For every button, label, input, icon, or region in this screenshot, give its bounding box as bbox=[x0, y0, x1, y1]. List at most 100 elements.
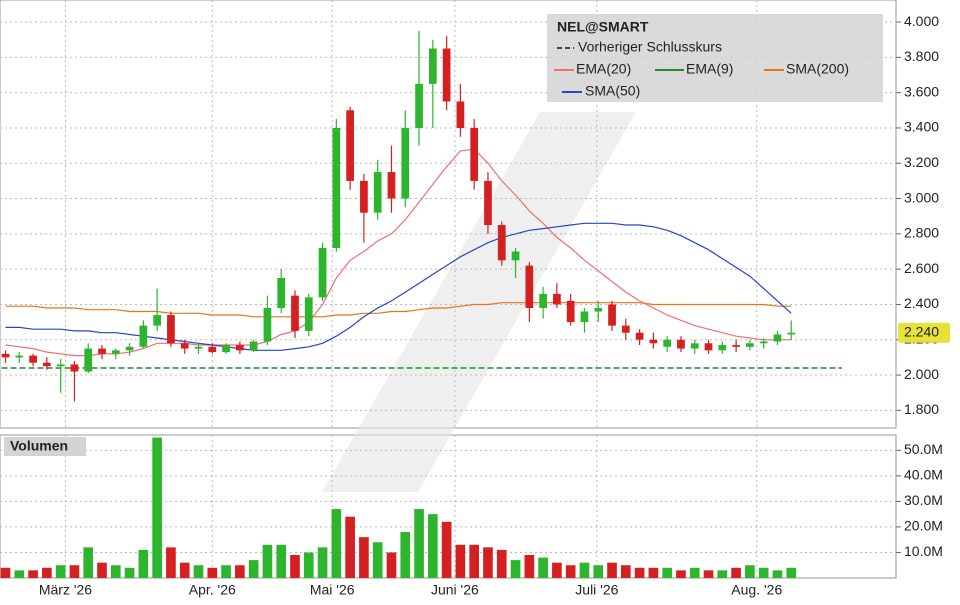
candle-body bbox=[235, 345, 244, 351]
candle-body bbox=[746, 343, 754, 347]
volume-bar bbox=[14, 570, 25, 578]
candle-body bbox=[497, 225, 506, 261]
volume-bar bbox=[552, 562, 562, 578]
candle-body bbox=[484, 180, 492, 226]
candle-body bbox=[304, 297, 313, 331]
volume-bar bbox=[469, 544, 480, 578]
volume-bar bbox=[428, 514, 438, 578]
volume-bar bbox=[317, 547, 328, 578]
volume-bar bbox=[620, 565, 631, 578]
volume-bar bbox=[69, 565, 80, 578]
volume-bar bbox=[703, 570, 714, 578]
candle-body bbox=[84, 348, 93, 372]
candle-body bbox=[456, 101, 465, 128]
candle-body bbox=[208, 346, 217, 353]
y-tick-label: 50.0M bbox=[904, 441, 943, 457]
volume-bar bbox=[83, 547, 94, 578]
candle-body bbox=[125, 346, 134, 351]
y-tick-label: 4.000 bbox=[904, 13, 939, 29]
volume-bar bbox=[538, 557, 548, 578]
candle-body bbox=[401, 127, 410, 199]
volume-bar bbox=[110, 565, 121, 578]
watermark bbox=[322, 112, 636, 492]
legend-label: Vorheriger Schlusskurs bbox=[578, 39, 722, 55]
volume-bar bbox=[276, 544, 287, 578]
candle-body bbox=[346, 110, 354, 181]
volume-bar bbox=[676, 570, 686, 578]
volume-bar bbox=[193, 565, 204, 578]
volume-bar bbox=[345, 516, 355, 578]
y-tick-label: 2.600 bbox=[904, 260, 939, 276]
volume-bar bbox=[579, 562, 590, 578]
candle-body bbox=[98, 348, 106, 354]
candle-body bbox=[511, 251, 520, 261]
volume-bar bbox=[400, 532, 411, 578]
candle-body bbox=[773, 334, 782, 342]
volume-bar bbox=[745, 565, 755, 578]
volume-bar bbox=[235, 565, 245, 578]
candle-body bbox=[690, 343, 699, 349]
volume-bar bbox=[731, 567, 741, 578]
candle-body bbox=[663, 339, 672, 347]
volume-bar bbox=[441, 521, 452, 578]
candle-body bbox=[525, 265, 534, 308]
volume-title: Volumen bbox=[10, 438, 68, 454]
last-price-box bbox=[898, 322, 950, 343]
candle-body bbox=[29, 355, 37, 363]
candle-body bbox=[15, 355, 24, 358]
volume-bar bbox=[524, 555, 535, 578]
legend-label: EMA(9) bbox=[686, 61, 733, 77]
volume-bar bbox=[510, 560, 521, 578]
volume-bar bbox=[414, 509, 424, 578]
volume-bar bbox=[166, 547, 176, 578]
volume-title-box bbox=[4, 437, 86, 456]
x-tick-label: Mai '26 bbox=[310, 582, 355, 598]
legend-label: SMA(200) bbox=[786, 61, 849, 77]
volume-bar bbox=[42, 567, 52, 578]
legend-label: EMA(20) bbox=[576, 61, 631, 77]
candle-body bbox=[387, 172, 396, 199]
volume-bar bbox=[607, 562, 617, 578]
candle-body bbox=[428, 48, 437, 84]
candle-body bbox=[43, 362, 51, 367]
volume-bar bbox=[179, 562, 190, 578]
x-tick-label: Juni '26 bbox=[431, 582, 479, 598]
volume-bar bbox=[138, 549, 149, 578]
candle-body bbox=[332, 127, 341, 248]
volume-bar bbox=[386, 552, 397, 578]
volume-bar bbox=[372, 542, 383, 578]
candle-body bbox=[649, 339, 658, 344]
candle-body bbox=[621, 325, 630, 333]
candle-body bbox=[194, 346, 203, 349]
volume-bar bbox=[221, 565, 231, 578]
candle-body bbox=[153, 315, 162, 326]
y-tick-label: 40.0M bbox=[904, 467, 943, 483]
volume-bar bbox=[634, 567, 645, 578]
candle-body bbox=[580, 311, 589, 323]
candle-body bbox=[360, 180, 368, 213]
candle-body bbox=[1, 353, 10, 358]
candle-body bbox=[291, 295, 299, 331]
candle-body bbox=[373, 172, 382, 213]
volume-bar bbox=[565, 565, 576, 578]
volume-bar bbox=[662, 567, 672, 578]
volume-bar bbox=[124, 567, 135, 578]
candle-body bbox=[277, 277, 286, 308]
candle-body bbox=[263, 307, 272, 342]
candle-body bbox=[539, 293, 547, 308]
legend-box bbox=[547, 14, 883, 102]
candle-body bbox=[222, 345, 230, 353]
x-tick-label: März '26 bbox=[39, 582, 92, 598]
volume-bar bbox=[55, 565, 66, 578]
indicator-line bbox=[5, 148, 792, 357]
volume-bar bbox=[648, 567, 659, 578]
candle-body bbox=[704, 343, 713, 351]
candle-body bbox=[566, 300, 575, 323]
candle-body bbox=[56, 364, 65, 367]
volume-bar bbox=[772, 570, 783, 578]
volume-bar bbox=[455, 544, 466, 578]
y-tick-label: 3.000 bbox=[904, 189, 939, 205]
volume-bar bbox=[207, 567, 218, 578]
candle-body bbox=[732, 345, 740, 347]
